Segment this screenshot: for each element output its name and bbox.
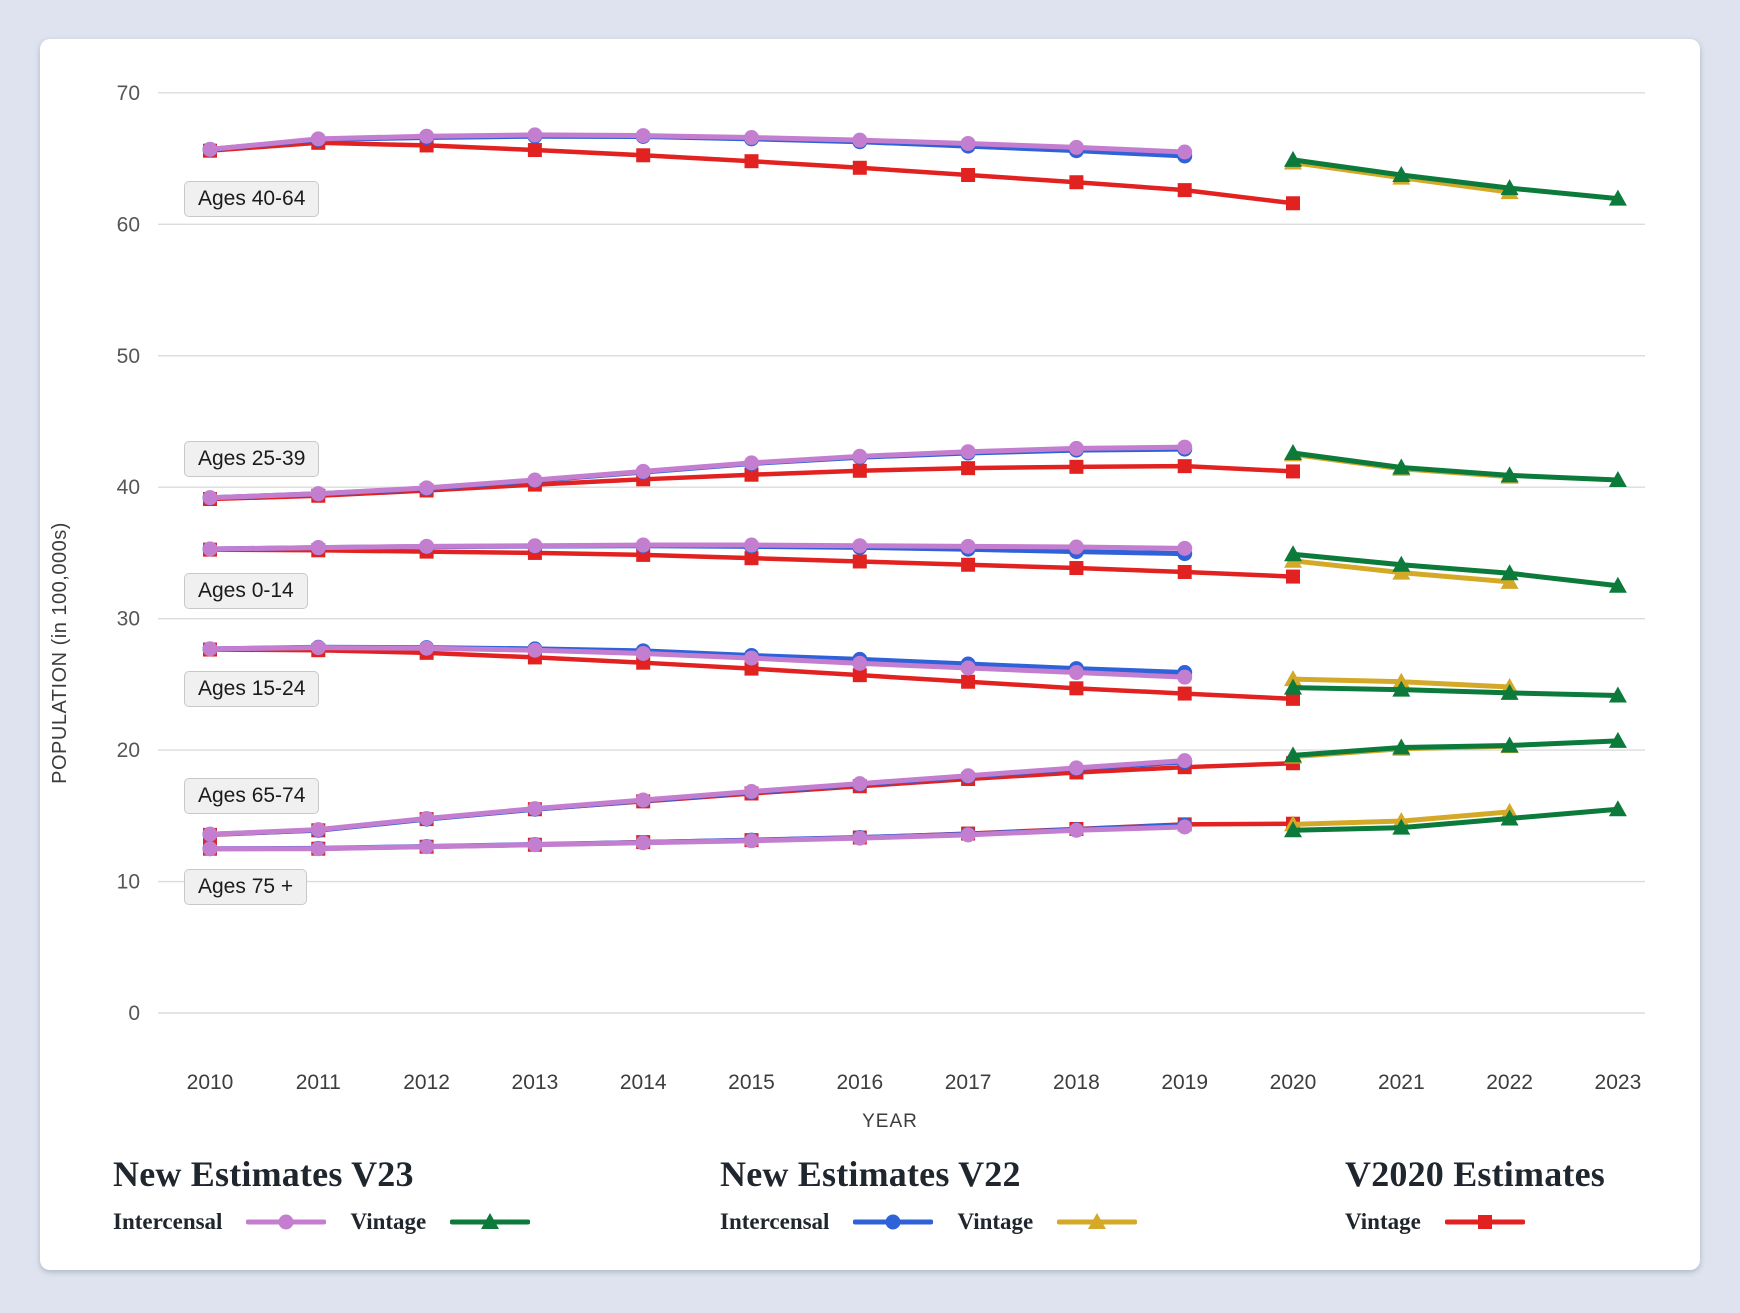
legend-group-title: New Estimates V22 bbox=[720, 1154, 1021, 1194]
svg-text:60: 60 bbox=[117, 213, 140, 236]
legend-entry-label: Vintage bbox=[957, 1209, 1034, 1234]
series-ages-0-14-v23-vintage bbox=[1284, 545, 1627, 593]
legend-swatch-v2020-vintage bbox=[1444, 1212, 1526, 1232]
series-ages-75--v23-intercensal bbox=[202, 819, 1193, 857]
age-group-label: Ages 40-64 bbox=[184, 181, 320, 217]
legend-entry-label: Intercensal bbox=[720, 1209, 830, 1234]
series-ages-40-64-v2020-vintage bbox=[203, 135, 1300, 211]
svg-text:2016: 2016 bbox=[836, 1071, 883, 1094]
legend-entry-label: Vintage bbox=[1345, 1209, 1421, 1234]
svg-text:50: 50 bbox=[117, 345, 140, 368]
svg-text:2014: 2014 bbox=[620, 1071, 667, 1094]
age-group-label: Ages 25-39 bbox=[184, 441, 320, 477]
svg-text:0: 0 bbox=[128, 1002, 140, 1025]
population-chart: 0 10 20 30 40 50 60 70 2010 2011 2012 2013 2014 2015… bbox=[49, 82, 1645, 1132]
svg-text:40: 40 bbox=[117, 476, 140, 499]
svg-text:2011: 2011 bbox=[296, 1071, 341, 1094]
svg-text:30: 30 bbox=[117, 608, 140, 631]
gridlines bbox=[158, 92, 1645, 1014]
svg-text:2017: 2017 bbox=[945, 1071, 992, 1094]
age-group-label: Ages 0-14 bbox=[184, 573, 308, 609]
svg-text:2018: 2018 bbox=[1053, 1071, 1100, 1094]
series-ages-40-64-v23-intercensal bbox=[202, 127, 1193, 160]
series-ages-65-74-v23-intercensal bbox=[202, 753, 1193, 842]
svg-text:2021: 2021 bbox=[1378, 1071, 1425, 1094]
legend-group-v23: New Estimates V23 Intercensal Vintage bbox=[113, 1153, 531, 1235]
age-group-label: Ages 75 + bbox=[184, 869, 308, 905]
age-group-label: Ages 15-24 bbox=[184, 671, 320, 707]
svg-text:2015: 2015 bbox=[728, 1071, 775, 1094]
series-ages-25-39-v23-vintage bbox=[1284, 444, 1627, 487]
svg-text:2010: 2010 bbox=[187, 1071, 234, 1094]
legend-swatch-v23-vintage bbox=[449, 1212, 531, 1232]
legend-group-title: V2020 Estimates bbox=[1345, 1154, 1605, 1194]
x-axis-tick-labels: 2010 2011 2012 2013 2014 2015 2016 2017 2018 2019… bbox=[187, 1071, 1642, 1094]
series-ages-0-14-v23-intercensal bbox=[202, 537, 1193, 557]
legend-swatch-v23-intercensal bbox=[245, 1212, 327, 1232]
svg-text:2020: 2020 bbox=[1270, 1071, 1317, 1094]
legend-group-v22: New Estimates V22 Intercensal Vintage bbox=[720, 1153, 1138, 1235]
legend-entry-label: Vintage bbox=[350, 1209, 427, 1234]
svg-text:2023: 2023 bbox=[1595, 1071, 1642, 1094]
svg-text:2019: 2019 bbox=[1161, 1071, 1208, 1094]
svg-text:70: 70 bbox=[117, 82, 140, 105]
svg-text:2022: 2022 bbox=[1486, 1071, 1533, 1094]
svg-text:2013: 2013 bbox=[512, 1071, 559, 1094]
svg-text:10: 10 bbox=[117, 871, 140, 894]
legend-group-v2020: V2020 Estimates Vintage bbox=[1345, 1153, 1605, 1235]
svg-text:2012: 2012 bbox=[403, 1071, 450, 1094]
series-ages-40-64-v23-vintage bbox=[1284, 150, 1627, 206]
legend-swatch-v22-intercensal bbox=[852, 1212, 934, 1232]
age-group-label: Ages 65-74 bbox=[184, 778, 320, 814]
x-axis-title: YEAR bbox=[862, 1111, 918, 1132]
svg-text:20: 20 bbox=[117, 739, 140, 762]
legend-group-title: New Estimates V23 bbox=[113, 1154, 414, 1194]
series-ages-15-24-v23-vintage bbox=[1284, 678, 1627, 703]
series-ages-15-24-v23-intercensal bbox=[202, 640, 1193, 685]
legend-swatch-v22-vintage bbox=[1056, 1212, 1138, 1232]
chart-series bbox=[202, 127, 1627, 857]
y-axis-tick-labels: 0 10 20 30 40 50 60 70 bbox=[117, 82, 140, 1025]
series-ages-75--v23-vintage bbox=[1284, 800, 1627, 838]
legend-entry-label: Intercensal bbox=[113, 1209, 223, 1234]
series-ages-25-39-v23-intercensal bbox=[202, 439, 1193, 506]
series-ages-65-74-v23-vintage bbox=[1284, 731, 1627, 763]
y-axis-title: POPULATION (in 100,000s) bbox=[49, 522, 71, 784]
